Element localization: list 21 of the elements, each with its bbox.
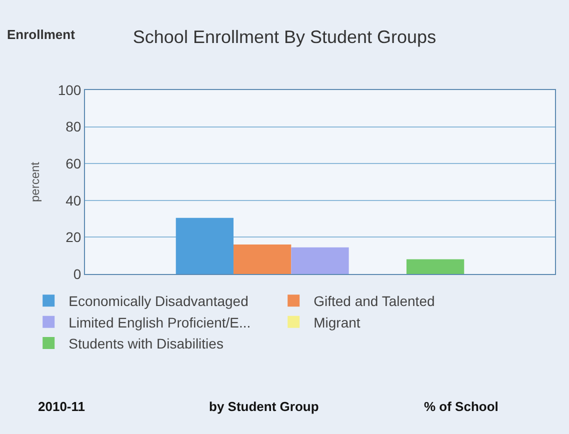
bar (406, 259, 464, 274)
bar (234, 244, 292, 274)
bar (291, 247, 349, 274)
bar (176, 218, 234, 274)
legend-label: Students with Disabilities (68, 336, 224, 352)
y-tick-label: 20 (66, 229, 82, 246)
text: by Student Group (209, 399, 319, 414)
y-tick-label: 40 (66, 192, 82, 208)
y-tick-label: 0 (73, 266, 82, 282)
y-tick-label: 60 (66, 156, 82, 172)
y-axis-title: percent (28, 161, 42, 202)
text: % of School (424, 399, 498, 414)
legend-label: Limited English Proficient/E... (68, 314, 251, 330)
text: 2010-11 (38, 399, 85, 414)
legend-label: Economically Disadvantaged (68, 293, 248, 310)
legend-label: Gifted and Talented (314, 293, 435, 310)
y-tick-label: 100 (58, 82, 82, 98)
legend-label: Migrant (314, 314, 360, 330)
chart-title: School Enrollment By Student Groups (132, 26, 436, 47)
y-tick-label: 80 (66, 118, 82, 135)
text: Enrollment (7, 27, 76, 42)
